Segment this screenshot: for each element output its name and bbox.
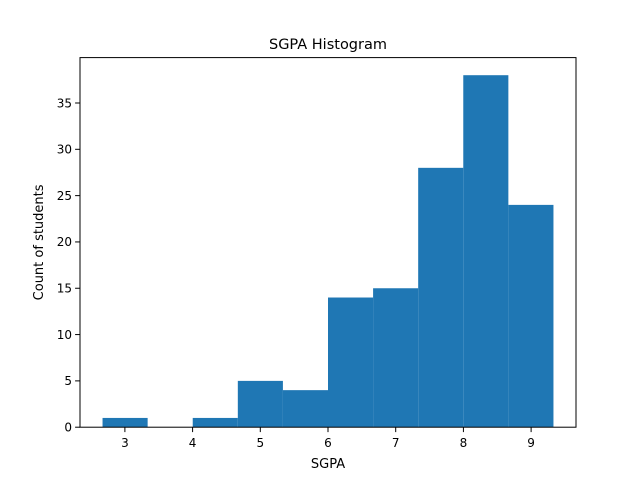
y-tick-label: 5 xyxy=(64,374,72,388)
x-tick-label: 9 xyxy=(527,436,535,450)
histogram-bar xyxy=(192,417,238,428)
x-tick-label: 6 xyxy=(324,436,332,450)
histogram-bar xyxy=(508,204,554,428)
y-axis-label: Count of students xyxy=(32,184,47,300)
chart-title: SGPA Histogram xyxy=(269,37,387,53)
x-axis-ticks: 3 4 5 6 7 8 9 xyxy=(121,427,535,450)
histogram-bar xyxy=(418,167,464,428)
histogram-bar xyxy=(463,75,509,428)
y-tick-label: 20 xyxy=(57,235,72,249)
histogram-bar xyxy=(237,380,283,428)
y-tick-label: 10 xyxy=(57,328,72,342)
y-tick-label: 0 xyxy=(64,421,72,435)
x-tick-label: 4 xyxy=(189,436,197,450)
x-tick-label: 5 xyxy=(256,436,264,450)
histogram-bar xyxy=(328,297,374,428)
y-tick-label: 15 xyxy=(57,282,72,296)
y-tick-label: 25 xyxy=(57,189,72,203)
histogram-bar xyxy=(282,390,328,428)
x-tick-label: 8 xyxy=(460,436,468,450)
y-axis-ticks: 0 5 10 15 20 25 30 35 xyxy=(57,96,80,435)
histogram-bar xyxy=(102,417,148,428)
y-tick-label: 30 xyxy=(57,143,72,157)
x-axis-label: SGPA xyxy=(311,457,345,472)
bars-group xyxy=(102,75,554,428)
x-tick-label: 3 xyxy=(121,436,129,450)
x-tick-label: 7 xyxy=(392,436,400,450)
y-tick-label: 35 xyxy=(57,96,72,110)
histogram-bar xyxy=(373,288,419,428)
